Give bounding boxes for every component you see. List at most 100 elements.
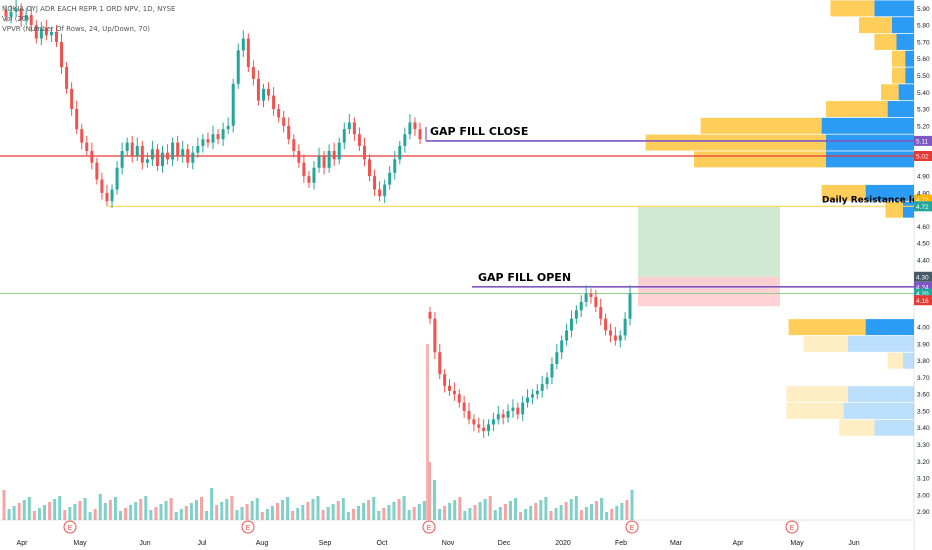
vpvr-row-down — [830, 0, 875, 17]
candle-body — [496, 414, 500, 420]
vpvr-row-up — [865, 184, 914, 201]
volume-bar — [463, 511, 467, 520]
volume-bar — [519, 512, 523, 520]
volume-bar — [346, 512, 350, 520]
candle-body — [327, 150, 331, 168]
candle-body — [530, 394, 534, 398]
volume-bar — [134, 502, 138, 520]
earnings-marker — [625, 520, 639, 534]
candle-body — [506, 410, 510, 418]
candle-body — [54, 31, 58, 42]
volume-bar — [458, 497, 462, 520]
target-zone — [638, 206, 780, 287]
candle-body — [352, 122, 356, 135]
price-axis-tick: 3.80 — [917, 358, 930, 365]
volume-bar — [341, 498, 345, 520]
candle-body — [297, 150, 301, 163]
volume-bar — [169, 498, 173, 520]
candle-body — [393, 159, 397, 173]
volume-bar — [331, 504, 335, 520]
price-badge-label: 5.02 — [916, 154, 929, 161]
candle-body — [186, 149, 190, 163]
volume-bar — [48, 502, 52, 520]
candle-body — [115, 167, 119, 190]
price-axis-tick: 3.60 — [917, 392, 930, 399]
price-axis-tick: 4.90 — [917, 174, 930, 181]
candle-body — [65, 67, 69, 89]
vpvr-row-down — [859, 17, 892, 34]
volume-bar — [194, 500, 198, 520]
time-axis-label: Sep — [319, 540, 332, 547]
time-axis-label: Dec — [498, 540, 511, 547]
volume-spike-bar — [426, 343, 429, 520]
candle-body — [560, 340, 564, 353]
candle-body — [540, 384, 544, 391]
candle-body — [332, 150, 336, 160]
volume-bar — [559, 505, 563, 520]
time-axis-label: May — [790, 540, 804, 547]
candle-body — [413, 122, 417, 130]
volume-bar — [336, 501, 340, 520]
candle-body — [604, 318, 608, 331]
volume-bar — [53, 499, 57, 520]
volume-bar — [589, 504, 593, 520]
candle-body — [443, 374, 447, 386]
volume-bar — [200, 497, 204, 520]
volume-bar — [124, 508, 128, 520]
volume-bar — [270, 506, 274, 520]
volume-bar — [539, 500, 543, 520]
volume-bar — [595, 501, 599, 520]
candle-body — [511, 407, 515, 411]
volume-bar — [118, 511, 122, 520]
volume-bar — [43, 505, 47, 520]
candle-body — [176, 142, 180, 156]
candle-body — [579, 301, 583, 311]
candle-body — [267, 88, 271, 96]
price-axis-tick: 4.80 — [917, 190, 930, 197]
candle-body — [125, 142, 129, 151]
volume-bar — [63, 510, 67, 520]
volume-bar — [488, 496, 492, 520]
candle-body — [545, 377, 549, 385]
volume-bar — [630, 490, 634, 520]
candle-body — [211, 134, 215, 143]
candle-body — [357, 134, 361, 146]
vpvr-row-down — [839, 419, 875, 436]
earnings-marker — [422, 520, 436, 534]
volume-bar — [615, 506, 619, 520]
volume-bar — [230, 496, 234, 520]
candle-body — [196, 145, 200, 153]
candle-body — [181, 149, 185, 156]
candle-body — [337, 142, 341, 160]
candle-body — [277, 109, 281, 118]
vpvr-row-up — [903, 352, 914, 369]
volume-bar — [357, 506, 361, 520]
candle-body — [623, 318, 627, 336]
candle-body — [241, 38, 245, 51]
time-axis-label: Jun — [848, 540, 859, 547]
volume-bar — [301, 505, 305, 520]
gap-fill-open-label: GAP FILL OPEN — [478, 271, 571, 284]
volume-indicator-label: Vol (20) — [2, 15, 30, 23]
price-badge — [914, 135, 932, 146]
gap-fill-close-label: GAP FILL CLOSE — [430, 125, 528, 138]
volume-bar — [159, 504, 163, 520]
candle-body — [589, 293, 593, 297]
price-badge — [914, 151, 932, 161]
candle-body — [472, 419, 476, 425]
candle-body — [628, 293, 632, 319]
volume-bar — [473, 505, 477, 520]
candle-body — [408, 122, 412, 135]
volume-bar — [574, 496, 578, 520]
volume-bar — [27, 497, 31, 520]
price-axis-tick: 5.80 — [917, 23, 930, 30]
candle-body — [302, 162, 306, 177]
volume-bar — [37, 508, 41, 520]
vpvr-row-down — [885, 201, 903, 218]
candle-body — [100, 179, 104, 193]
earnings-marker-label: E — [630, 525, 635, 532]
volume-bar — [625, 500, 629, 520]
volume-bar — [534, 503, 538, 520]
volume-bar — [498, 507, 502, 520]
